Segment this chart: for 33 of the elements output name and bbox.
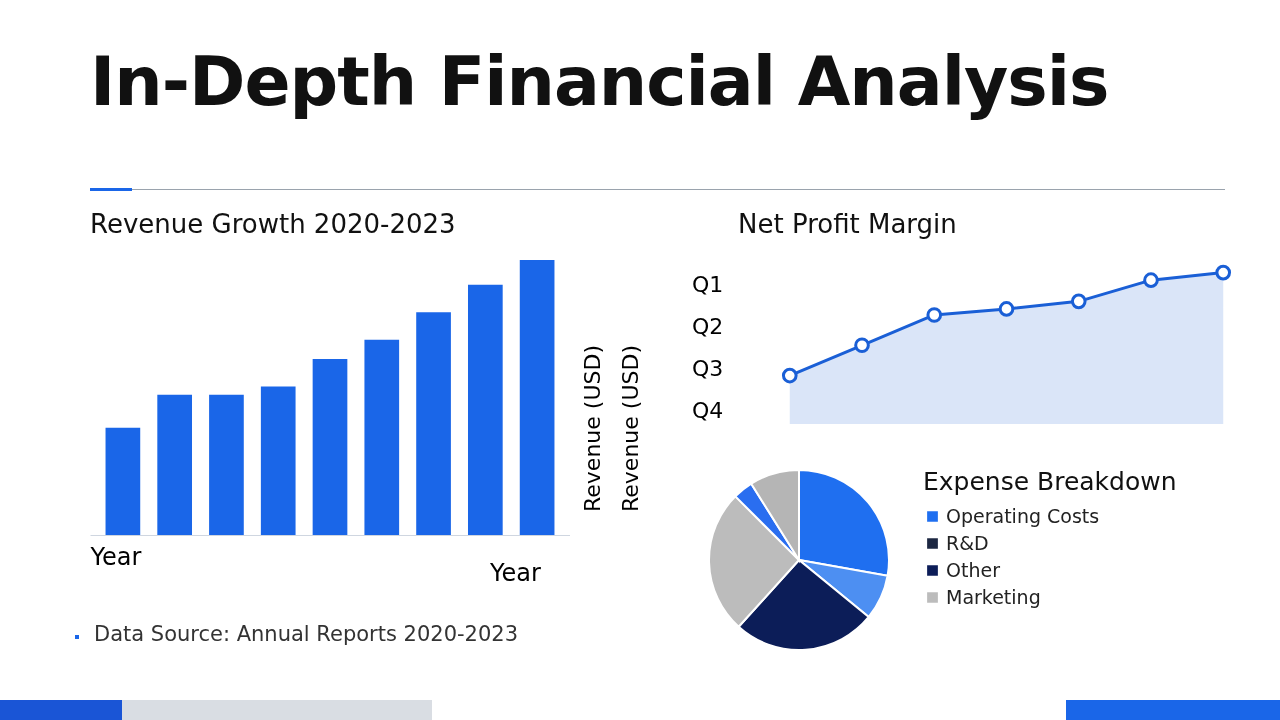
point	[854, 337, 870, 354]
text: Q1	[692, 272, 724, 297]
point	[926, 307, 943, 323]
bar	[260, 386, 296, 535]
bar	[364, 339, 400, 535]
legend-label: Marketing	[946, 585, 1041, 608]
point	[998, 301, 1015, 317]
text: Year	[490, 559, 541, 587]
bar	[467, 284, 503, 535]
legend-title: Expense Breakdown	[923, 467, 1177, 496]
x-axis-title: Year	[89, 542, 142, 571]
point	[1215, 264, 1232, 281]
bar	[105, 427, 141, 535]
y-axis-title: Revenue (USD)	[580, 345, 605, 512]
legend-label: Other	[946, 558, 1001, 581]
point	[781, 367, 798, 384]
legend-label: R&D	[946, 531, 989, 554]
text: In-Depth Financial Analysis	[90, 42, 1109, 121]
point	[1143, 272, 1159, 288]
text: Revenue (USD)	[618, 345, 643, 512]
text: Q2	[692, 314, 724, 339]
point	[1070, 293, 1087, 310]
text: Q3	[692, 356, 724, 381]
bar	[416, 312, 451, 535]
source-note: Data Source: Annual Reports 2020-2023	[94, 622, 519, 646]
chart-title: Net Profit Margin	[738, 209, 957, 240]
bar	[157, 394, 193, 535]
chart-title: Revenue Growth 2020-2023	[90, 209, 456, 239]
text: Q4	[692, 398, 724, 423]
bar	[312, 359, 348, 535]
bar	[209, 394, 244, 535]
legend-label: Operating Costs	[946, 504, 1100, 527]
bar	[519, 260, 555, 535]
